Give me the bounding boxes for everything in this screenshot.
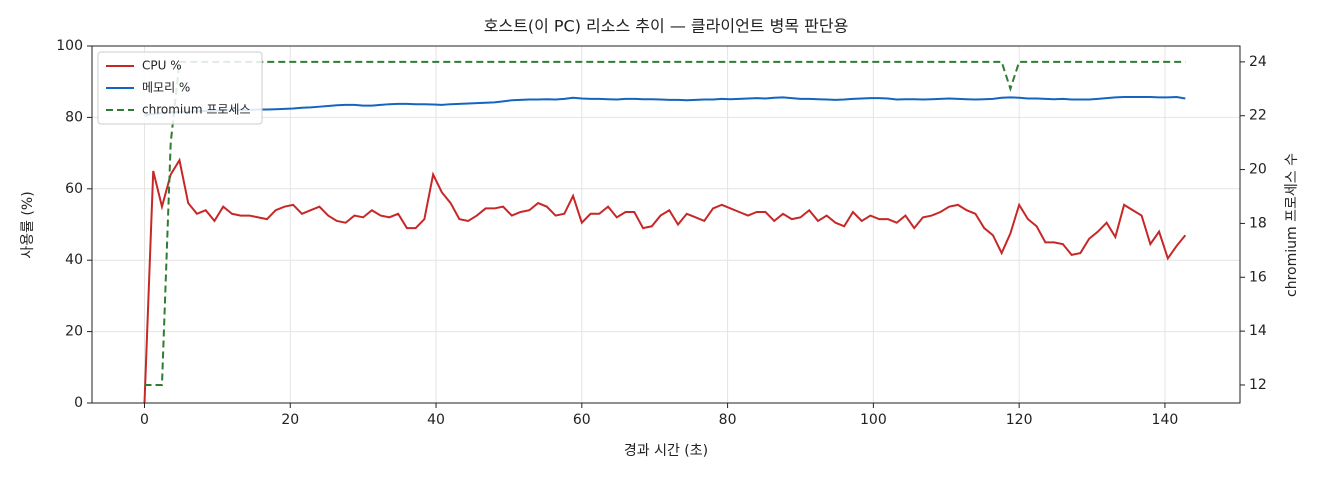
x-tick-label: 40 [427,412,445,428]
y2-tick-label: 22 [1249,108,1267,124]
y2-axis-label: chromium 프로세스 수 [1284,153,1300,297]
y2-tick-label: 18 [1249,215,1267,231]
x-tick-label: 100 [860,412,887,428]
x-tick-label: 120 [1006,412,1033,428]
y2-tick-label: 16 [1249,269,1267,285]
x-tick-label: 140 [1152,412,1179,428]
x-tick-label: 0 [140,412,149,428]
y-tick-label: 0 [74,395,83,411]
legend-label: chromium 프로세스 [142,103,251,117]
y2-tick-label: 20 [1249,162,1267,178]
x-axis-label: 경과 시간 (초) [624,443,708,459]
series-line [144,60,1186,386]
series-line [144,96,1186,117]
y-axis-label: 사용률 (%) [20,191,36,258]
x-tick-label: 20 [281,412,299,428]
y2-tick-label: 12 [1249,377,1267,393]
y-tick-label: 80 [65,109,83,125]
y-tick-label: 60 [65,181,83,197]
legend-label: CPU % [142,59,182,73]
x-tick-label: 60 [573,412,591,428]
y-tick-label: 100 [56,38,83,54]
series-line [143,157,1187,404]
y-tick-label: 20 [65,324,83,340]
plot-frame [91,45,1241,404]
y2-tick-label: 14 [1249,323,1267,339]
y2-tick-label: 24 [1249,54,1267,70]
legend-box [97,51,263,125]
y-tick-label: 40 [65,252,83,268]
x-tick-label: 80 [719,412,737,428]
legend-label: 메모리 % [142,81,190,95]
chart-title: 호스트(이 PC) 리소스 추이 — 클라이언트 병목 판단용 [484,17,849,36]
